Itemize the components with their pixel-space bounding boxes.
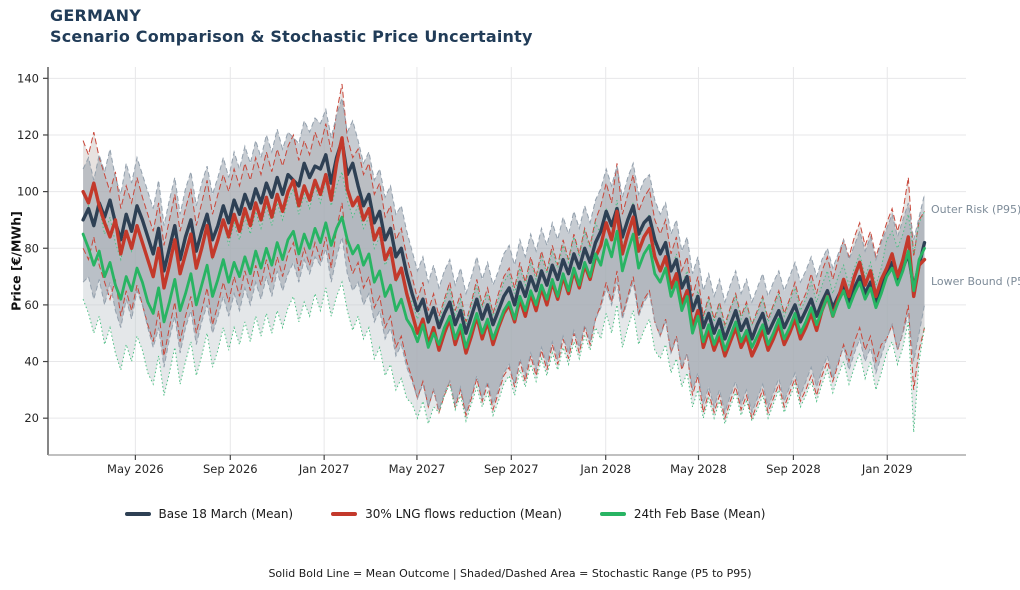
legend-label: 30% LNG flows reduction (Mean) [365,507,562,521]
legend-item-base-18-march: Base 18 March (Mean) [124,507,294,521]
chart-title: Scenario Comparison & Stochastic Price U… [50,27,533,46]
p95-bound-line [82,98,925,304]
annotation-outer-risk: Outer Risk (P95) [931,203,1020,216]
legend-label: Base 18 March (Mean) [158,507,294,521]
legend-swatch-green-line [599,512,626,516]
mean-line [81,138,927,341]
legend-item-feb-base: 24th Feb Base (Mean) [599,507,766,521]
y-tick-label: 20 [24,411,39,425]
y-tick-label: 100 [17,185,39,199]
x-tick-label: May 2026 [107,462,164,476]
p95-bound-line [82,83,925,327]
footer-note: Solid Bold Line = Mean Outcome | Shaded/… [268,567,752,580]
annotation-lower-bound: Lower Bound (P5) [931,275,1020,288]
title-block: GERMANY Scenario Comparison & Stochastic… [50,5,533,47]
x-tick-label: Jan 2027 [298,462,350,476]
x-tick-label: Sep 2026 [203,462,258,476]
x-tick-label: Jan 2029 [861,462,913,476]
mean-line [81,215,926,352]
x-tick-label: Jan 2028 [579,462,631,476]
y-axis-title: Price [€/MWh] [8,211,24,311]
x-tick-label: May 2027 [389,462,446,476]
p95-bound-line [82,169,925,330]
y-tick-label: 80 [24,241,39,255]
y-tick-label: 60 [24,298,39,312]
p5-bound-line [82,280,925,433]
x-tick-label: Sep 2028 [766,462,821,476]
legend-item-lng-reduction: 30% LNG flows reduction (Mean) [331,507,562,521]
country-title: GERMANY [50,6,142,25]
y-tick-label: 40 [24,355,39,369]
x-tick-label: Sep 2027 [484,462,539,476]
legend-label: 24th Feb Base (Mean) [633,507,766,521]
y-tick-label: 140 [17,71,39,85]
legend-swatch-red-line [331,512,358,516]
p5-bound-line [82,202,925,421]
x-tick-label: May 2028 [670,462,727,476]
stochastic-band [83,98,925,413]
legend-swatch-navy-line [124,512,151,516]
legend: Base 18 March (Mean) 30% LNG flows reduc… [0,507,890,521]
y-tick-label: 120 [17,128,39,142]
